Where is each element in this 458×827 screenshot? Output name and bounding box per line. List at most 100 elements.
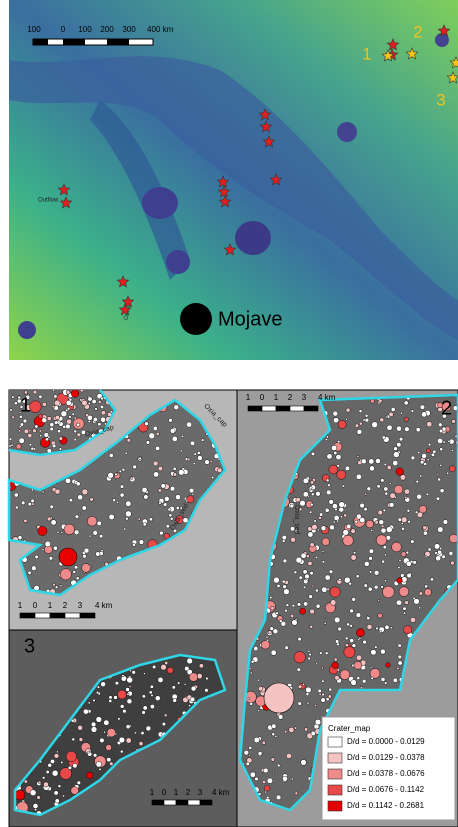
crater <box>304 727 309 732</box>
crater <box>15 443 22 450</box>
crater <box>380 648 386 655</box>
crater <box>165 524 170 529</box>
crater <box>344 636 349 641</box>
crater <box>356 513 362 520</box>
crater <box>11 415 15 420</box>
crater <box>396 577 403 584</box>
crater <box>282 584 287 589</box>
crater <box>327 694 332 699</box>
crater <box>117 717 121 721</box>
crater <box>353 551 357 555</box>
crater <box>321 666 324 670</box>
crater <box>416 511 423 518</box>
crater <box>392 460 399 467</box>
crater <box>318 516 322 520</box>
crater <box>369 668 381 679</box>
crater <box>331 444 338 451</box>
crater <box>406 573 412 579</box>
crater <box>65 750 77 763</box>
crater <box>103 719 110 726</box>
crater <box>175 494 181 500</box>
crater <box>79 390 85 393</box>
crater <box>265 635 269 639</box>
crater <box>345 407 351 413</box>
legend-label: D/d = 0.0129 - 0.0378 <box>347 753 425 762</box>
crater <box>31 502 35 506</box>
crater <box>313 519 317 523</box>
crater <box>116 501 119 504</box>
crater <box>305 686 312 694</box>
crater <box>295 556 303 564</box>
crater <box>403 625 413 635</box>
crater <box>334 616 341 624</box>
crater <box>189 696 196 703</box>
crater <box>74 565 79 570</box>
crater <box>283 588 290 595</box>
crater <box>57 784 62 788</box>
crater <box>73 416 77 420</box>
crater <box>367 586 373 592</box>
crater <box>46 516 52 522</box>
crater <box>371 421 378 428</box>
crater <box>59 568 72 581</box>
crater <box>190 685 197 692</box>
crater <box>186 421 193 428</box>
site-star <box>59 196 73 209</box>
crater <box>68 498 73 503</box>
crater <box>282 558 288 564</box>
scale-label: 300 <box>122 25 136 34</box>
crater <box>158 501 162 505</box>
crater <box>350 554 357 561</box>
crater <box>437 477 441 482</box>
crater <box>83 708 89 715</box>
crater <box>277 714 284 720</box>
crater <box>49 426 54 432</box>
crater <box>373 570 380 576</box>
crater <box>191 492 195 496</box>
crater <box>404 496 408 500</box>
crater <box>13 492 19 498</box>
crater <box>77 725 83 731</box>
crater <box>386 526 393 533</box>
crater <box>72 763 78 769</box>
crater <box>81 488 89 496</box>
crater <box>421 453 427 459</box>
crater <box>350 528 356 534</box>
scale-label: 200 <box>100 25 114 34</box>
crater <box>27 433 33 439</box>
crater <box>121 674 125 678</box>
crater <box>405 550 409 555</box>
site-star <box>437 24 451 37</box>
crater <box>323 621 327 625</box>
crater <box>168 418 173 423</box>
crater <box>364 561 370 567</box>
crater <box>336 469 347 480</box>
crater <box>281 535 287 541</box>
crater <box>29 400 42 413</box>
crater <box>92 530 98 536</box>
crater <box>269 595 273 600</box>
crater <box>31 488 34 492</box>
crater <box>184 666 190 672</box>
scale-label: 0 <box>61 25 66 34</box>
crater <box>141 694 146 699</box>
scale-label: 3 <box>198 788 203 797</box>
crater <box>132 542 136 547</box>
crater <box>315 662 318 666</box>
crater <box>317 688 322 694</box>
crater <box>349 608 354 614</box>
crater <box>310 480 315 485</box>
site-star <box>386 38 400 51</box>
crater <box>169 428 176 434</box>
crater <box>275 611 279 615</box>
crater <box>32 803 39 809</box>
crater <box>293 570 298 575</box>
crater <box>439 447 444 452</box>
crater <box>355 473 362 480</box>
crater <box>179 449 183 453</box>
crater <box>108 695 113 700</box>
crater <box>86 771 94 779</box>
crater <box>149 704 155 710</box>
crater <box>121 467 126 472</box>
crater <box>336 668 340 672</box>
